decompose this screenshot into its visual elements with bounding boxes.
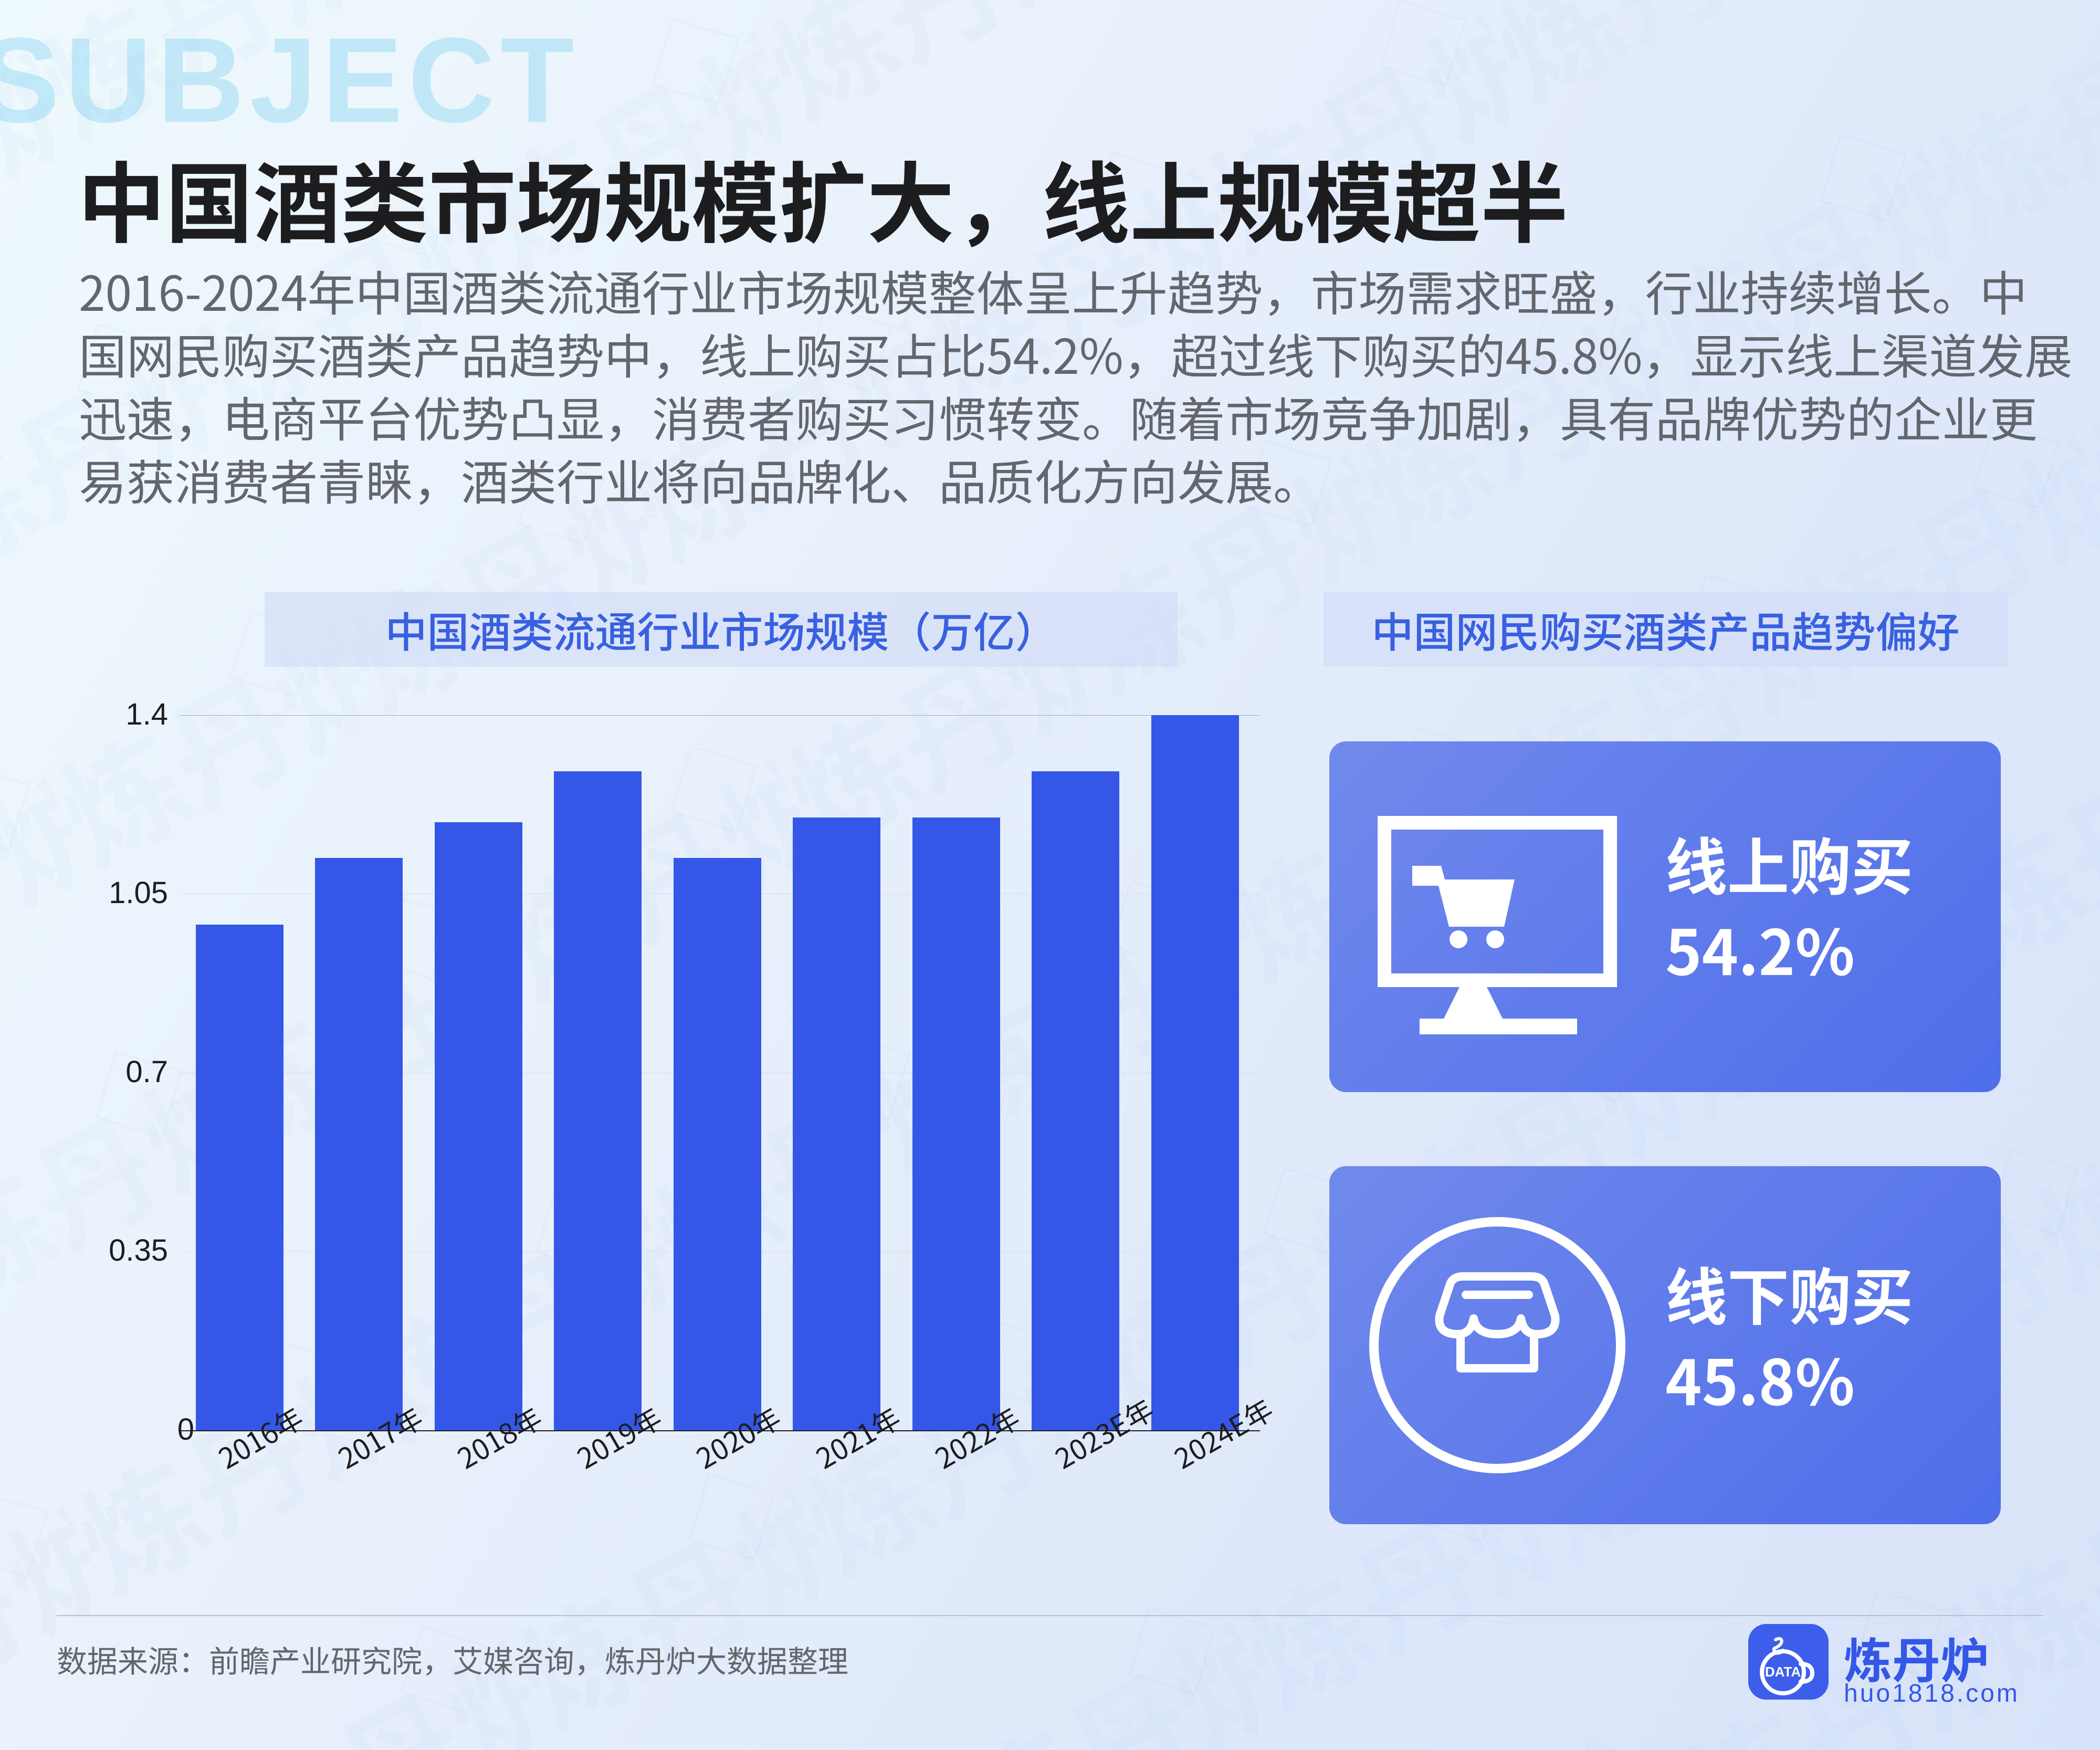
svg-text:DATA: DATA — [1765, 1664, 1801, 1680]
